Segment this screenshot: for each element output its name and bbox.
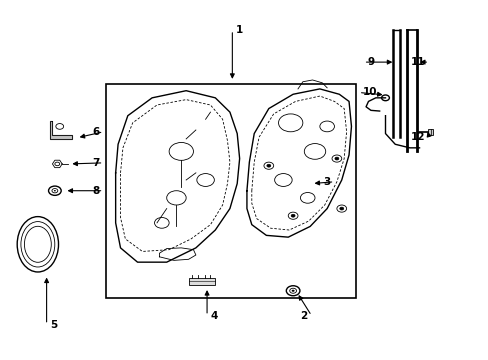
Bar (427, 129, 432, 135)
Circle shape (339, 207, 343, 210)
Circle shape (54, 190, 56, 192)
Text: 1: 1 (236, 25, 243, 35)
Text: 6: 6 (92, 127, 100, 137)
Text: 8: 8 (92, 186, 100, 196)
Text: 11: 11 (410, 57, 425, 67)
Text: 7: 7 (92, 158, 100, 168)
Text: 10: 10 (362, 87, 376, 98)
Circle shape (291, 290, 294, 292)
Text: 2: 2 (300, 311, 307, 321)
Circle shape (334, 157, 338, 160)
Text: 3: 3 (323, 177, 330, 187)
Circle shape (266, 164, 270, 167)
Circle shape (290, 214, 294, 217)
Text: 9: 9 (367, 57, 374, 67)
Bar (188, 278, 215, 285)
Bar (106, 84, 356, 298)
Text: 5: 5 (50, 320, 58, 330)
Text: 12: 12 (410, 132, 425, 142)
Text: 4: 4 (210, 311, 218, 321)
Polygon shape (50, 121, 72, 139)
